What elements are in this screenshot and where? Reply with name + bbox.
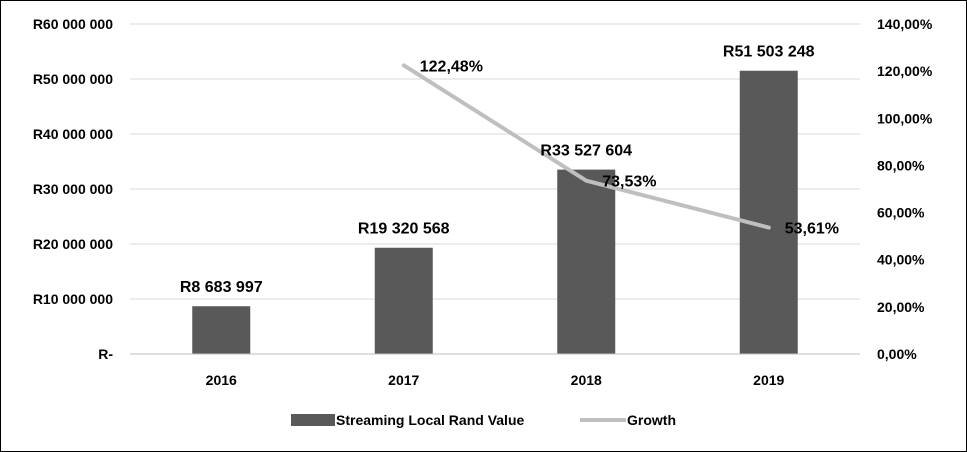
bar — [557, 169, 616, 354]
y-left-tick-label: R10 000 000 — [33, 291, 113, 307]
y-left-tick-label: R- — [98, 346, 113, 362]
y-right-tick-label: 120,00% — [877, 63, 933, 79]
y-right-tick-label: 60,00% — [877, 205, 925, 221]
y-left-tick-label: R40 000 000 — [33, 126, 113, 142]
x-tick-label: 2019 — [753, 372, 784, 388]
growth-data-label: 53,61% — [785, 221, 839, 238]
y-right-tick-label: 40,00% — [877, 252, 925, 268]
y-right-tick-label: 100,00% — [877, 110, 933, 126]
x-tick-label: 2018 — [571, 372, 602, 388]
x-tick-label: 2017 — [388, 372, 419, 388]
growth-data-label: 73,53% — [602, 174, 656, 191]
bar — [192, 306, 251, 354]
y-right-tick-label: 0,00% — [877, 346, 917, 362]
legend-label-line: Growth — [627, 412, 676, 428]
y-left-tick-label: R30 000 000 — [33, 181, 113, 197]
x-tick-label: 2016 — [206, 372, 237, 388]
legend-label-bar: Streaming Local Rand Value — [336, 412, 524, 428]
bar-data-label: R19 320 568 — [358, 221, 450, 238]
bar-data-label: R8 683 997 — [180, 279, 263, 296]
y-right-tick-label: 20,00% — [877, 299, 925, 315]
y-left-tick-label: R20 000 000 — [33, 236, 113, 252]
growth-data-label: 122,48% — [420, 58, 483, 75]
bar-data-label: R33 527 604 — [540, 143, 632, 160]
y-right-tick-label: 80,00% — [877, 157, 925, 173]
bar — [374, 247, 433, 354]
y-left-tick-label: R60 000 000 — [33, 16, 113, 32]
y-left-tick-label: R50 000 000 — [33, 71, 113, 87]
y-right-tick-label: 140,00% — [877, 16, 933, 32]
bar-data-label: R51 503 248 — [723, 44, 815, 61]
bar — [739, 70, 798, 354]
growth-line — [401, 63, 771, 230]
legend-swatch-bar — [291, 414, 335, 426]
